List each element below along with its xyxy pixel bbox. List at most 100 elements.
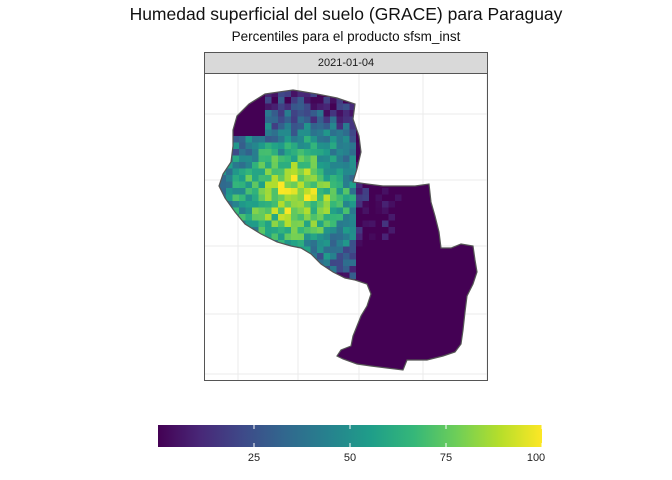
raster-cell: [336, 155, 344, 163]
raster-cell: [434, 110, 441, 117]
raster-cell: [265, 324, 272, 332]
raster-cell: [401, 253, 409, 260]
raster-cell: [421, 370, 428, 377]
raster-cell: [427, 292, 435, 299]
raster-cell: [408, 318, 415, 325]
raster-cell: [427, 175, 435, 182]
raster-cell: [336, 188, 344, 195]
raster-cell: [252, 266, 259, 273]
raster-cell: [219, 181, 227, 189]
raster-cell: [304, 214, 311, 221]
raster-cell: [395, 155, 402, 163]
raster-cell: [323, 292, 331, 299]
raster-cell: [401, 344, 409, 351]
raster-cell: [480, 279, 487, 286]
raster-cell: [278, 214, 285, 221]
raster-cell: [258, 162, 266, 169]
raster-cell: [219, 188, 220, 195]
raster-cell: [382, 233, 389, 241]
raster-cell: [291, 233, 298, 241]
raster-cell: [356, 350, 363, 358]
raster-cell: [414, 318, 422, 325]
raster-cell: [473, 344, 477, 351]
raster-cell: [466, 175, 474, 182]
raster-cell: [330, 188, 337, 195]
raster-cell: [330, 116, 337, 124]
raster-cell: [401, 194, 409, 202]
raster-cell: [258, 337, 266, 345]
raster-cell: [375, 116, 383, 124]
raster-cell: [414, 233, 422, 241]
raster-cell: [382, 363, 389, 370]
raster-cell: [349, 168, 357, 176]
raster-cell: [362, 168, 370, 176]
raster-cell: [369, 337, 376, 345]
raster-cell: [284, 337, 292, 345]
raster-cell: [480, 97, 487, 104]
raster-cell: [382, 272, 389, 280]
raster-cell: [258, 227, 266, 234]
raster-cell: [440, 253, 448, 260]
raster-cell: [291, 324, 298, 332]
raster-cell: [219, 220, 227, 228]
raster-cell: [460, 175, 467, 182]
raster-cell: [265, 129, 272, 137]
raster-cell: [388, 259, 396, 267]
raster-cell: [304, 272, 311, 280]
raster-cell: [453, 188, 461, 195]
raster-cell: [382, 285, 389, 293]
raster-cell: [265, 344, 272, 351]
raster-cell: [297, 298, 305, 306]
raster-cell: [447, 318, 454, 325]
raster-cell: [349, 207, 357, 215]
raster-cell: [232, 201, 240, 208]
raster-cell: [284, 194, 292, 202]
raster-cell: [460, 149, 467, 156]
raster-cell: [382, 155, 389, 163]
raster-cell: [427, 110, 435, 117]
raster-cell: [421, 227, 428, 234]
raster-cell: [395, 233, 402, 241]
raster-cell: [271, 214, 279, 221]
raster-cell: [421, 188, 428, 195]
raster-cell: [219, 201, 227, 208]
raster-cell: [349, 292, 357, 299]
raster-cell: [258, 292, 266, 299]
raster-cell: [343, 227, 350, 234]
raster-cell: [252, 331, 259, 338]
raster-cell: [271, 188, 279, 195]
raster-cell: [369, 175, 376, 182]
raster-cell: [349, 90, 357, 91]
raster-cell: [252, 123, 259, 130]
raster-cell: [284, 240, 292, 247]
raster-cell: [466, 363, 474, 370]
raster-cell: [382, 246, 389, 254]
raster-cell: [388, 90, 396, 91]
raster-cell: [460, 298, 467, 306]
raster-cell: [219, 324, 220, 332]
raster-cell: [480, 292, 487, 299]
raster-cell: [434, 123, 441, 130]
raster-cell: [310, 162, 318, 169]
raster-cell: [304, 123, 311, 130]
raster-cell: [427, 240, 435, 247]
raster-cell: [473, 227, 477, 234]
raster-cell: [317, 168, 324, 176]
raster-cell: [278, 246, 285, 254]
raster-cell: [480, 110, 487, 117]
raster-cell: [245, 344, 253, 351]
raster-cell: [297, 149, 305, 156]
raster-cell: [265, 311, 272, 319]
raster-cell: [258, 116, 266, 124]
raster-cell: [258, 305, 266, 312]
raster-cell: [297, 214, 305, 221]
raster-cell: [219, 90, 227, 98]
raster-cell: [480, 149, 487, 156]
raster-cell: [297, 311, 305, 319]
raster-cell: [369, 123, 376, 130]
raster-cell: [369, 292, 376, 299]
raster-cell: [252, 259, 259, 267]
raster-cell: [473, 272, 477, 280]
raster-cell: [278, 207, 285, 215]
raster-cell: [245, 272, 253, 280]
